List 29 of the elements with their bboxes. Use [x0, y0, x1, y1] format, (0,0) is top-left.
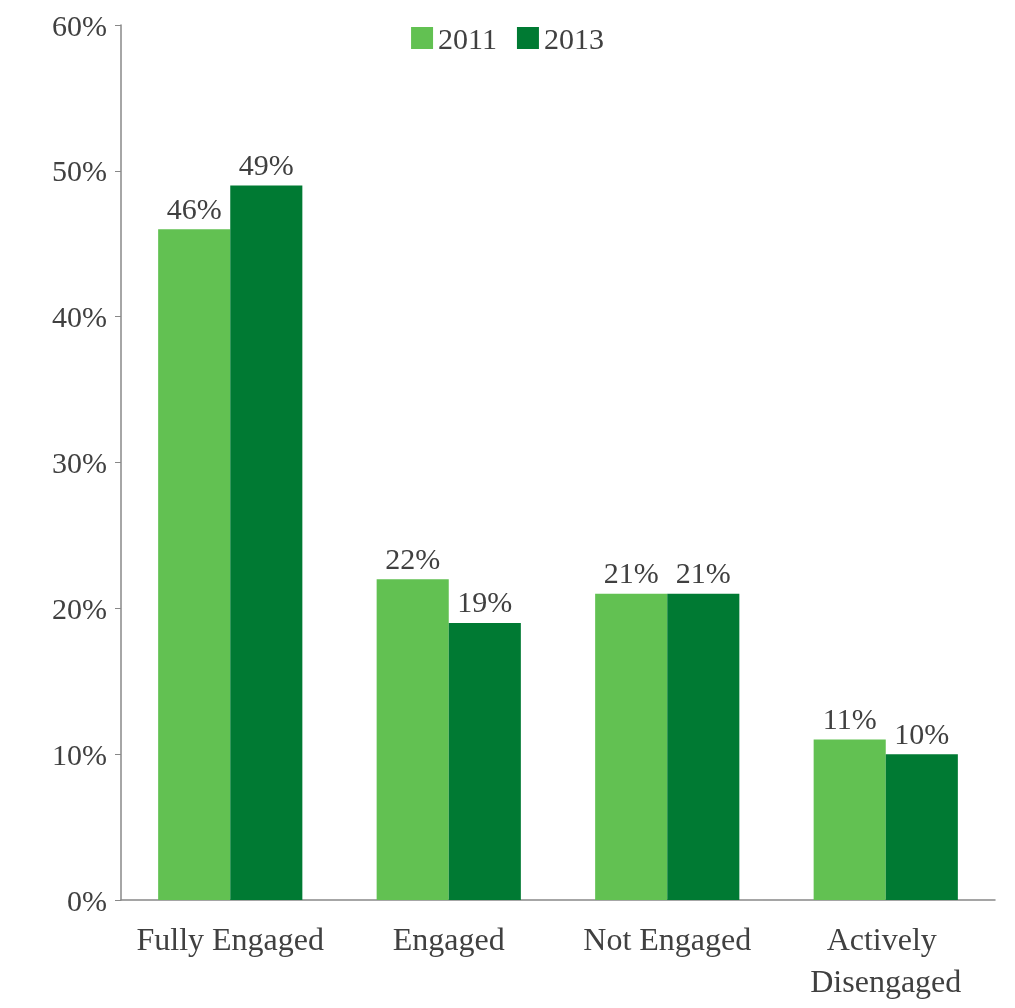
bar [595, 593, 668, 900]
data-label: 21% [675, 556, 731, 590]
data-label: 19% [457, 585, 513, 619]
data-label: 11% [822, 702, 877, 736]
data-label: 10% [894, 716, 950, 750]
bar [885, 754, 958, 900]
y-tick-label: 60% [52, 8, 107, 42]
legend-label: 2013 [543, 21, 604, 55]
data-label: 21% [603, 556, 659, 590]
bar [158, 229, 231, 900]
y-tick-label: 50% [52, 154, 107, 188]
legend-label: 2011 [438, 21, 497, 55]
y-tick-label: 20% [52, 591, 107, 625]
y-tick-label: 40% [52, 300, 107, 334]
x-tick-label: Fully Engaged [136, 921, 325, 957]
x-tick-label: Not Engaged [583, 921, 752, 957]
bar [230, 185, 303, 900]
data-label: 46% [166, 191, 222, 225]
bar [448, 622, 521, 900]
data-label: 22% [385, 541, 441, 575]
data-label: 49% [238, 147, 294, 181]
bar [667, 593, 740, 900]
y-tick-label: 30% [52, 446, 107, 479]
bar [376, 579, 449, 900]
bar [813, 739, 886, 900]
y-tick-label: 0% [67, 883, 107, 917]
x-tick-label: Engaged [392, 921, 505, 957]
y-tick-label: 10% [52, 737, 107, 771]
x-tick-label: Actively Disengaged [810, 921, 962, 999]
